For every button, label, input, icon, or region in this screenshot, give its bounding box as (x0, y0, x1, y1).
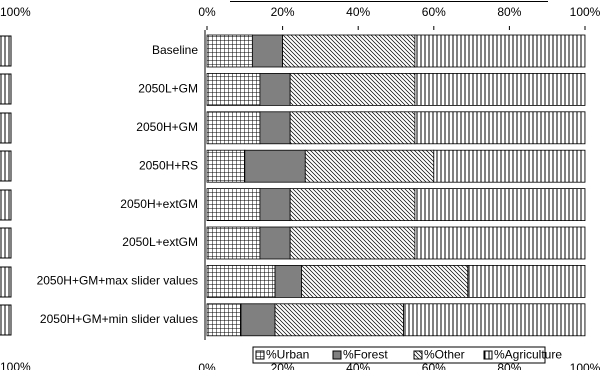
bar-segment (240, 303, 276, 337)
bar-segment (251, 34, 284, 68)
x-tick-label: 100% (570, 361, 601, 370)
y-tick-label: 2050L+GM (138, 82, 198, 96)
bar-segment (467, 264, 586, 298)
legend-label: %Urban (266, 348, 309, 362)
bar-segment (414, 34, 586, 68)
x-tick-label: 40% (346, 5, 370, 19)
x-tick-label: 80% (497, 361, 521, 370)
x-tick-label: 0% (198, 361, 216, 370)
bar-segment (206, 149, 246, 183)
y-tick-label: 2050H+GM (136, 120, 198, 134)
bar-segment (244, 149, 306, 183)
x-tick-label: 20% (271, 361, 295, 370)
bar-segment (206, 264, 276, 298)
legend-swatch (413, 350, 423, 360)
bar-segment (206, 303, 242, 337)
bar-segment (206, 111, 261, 145)
bar-segment (289, 188, 416, 222)
bar-segment (274, 264, 302, 298)
legend-swatch (255, 350, 265, 360)
bar-segment (206, 188, 261, 222)
bar-segment (414, 188, 586, 222)
bar-segment (414, 111, 586, 145)
y-tick-label: 2050H+GM+min slider values (40, 312, 198, 326)
y-tick-label: 2050H+extGM (120, 197, 198, 211)
bar-segment (259, 111, 291, 145)
bar-segment (282, 34, 416, 68)
bar-segment (433, 149, 586, 183)
bar-segment (414, 73, 586, 106)
bar-segment (289, 111, 416, 145)
y-tick-label: 2050H+RS (139, 158, 198, 172)
left-tick-label: 100% (0, 360, 31, 370)
x-tick-label: 60% (422, 361, 446, 370)
legend-label: %Other (424, 348, 465, 362)
left-tick-label: 100% (0, 5, 31, 19)
bar-segment (259, 226, 291, 260)
x-tick-label: 60% (422, 5, 446, 19)
x-tick-label: 100% (570, 5, 601, 19)
bar-segment (259, 188, 291, 222)
x-tick-label: 0% (198, 5, 216, 19)
bar-segment (274, 303, 404, 337)
x-tick-label: 80% (497, 5, 521, 19)
y-tick-label: 2050L+extGM (122, 235, 198, 249)
bar-segment (289, 73, 416, 106)
x-tick-label: 40% (346, 361, 370, 370)
bar-segment (206, 73, 261, 106)
legend-box (252, 346, 546, 364)
bar-segment (301, 264, 469, 298)
bar-segment (414, 226, 586, 260)
left-fragment (0, 35, 12, 336)
legend-swatch (483, 350, 493, 360)
legend-label: %Agriculture (494, 348, 562, 362)
x-tick-label: 20% (271, 5, 295, 19)
y-tick-label: 2050H+GM+max slider values (37, 274, 198, 288)
bar-segment (206, 226, 261, 260)
bar-segment (304, 149, 435, 183)
bar-segment (403, 303, 586, 337)
legend-label: %Forest (343, 348, 388, 362)
bar-segment (259, 73, 291, 106)
bar-segment (206, 34, 253, 68)
bar-segment (289, 226, 416, 260)
y-tick-label: Baseline (152, 43, 198, 57)
legend-swatch (332, 350, 342, 360)
